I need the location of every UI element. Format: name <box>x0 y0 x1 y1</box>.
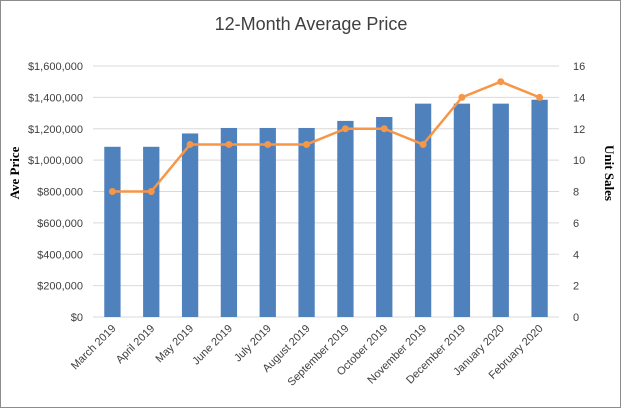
line-point <box>536 93 544 101</box>
line-point <box>108 188 116 195</box>
line-point <box>341 125 349 133</box>
y-tick-label-left: $1,200,000 <box>28 124 83 136</box>
y-tick-label-right: 0 <box>573 312 579 324</box>
right-axis: 0 2 4 6 8 10 12 14 16 <box>573 61 585 324</box>
bar <box>453 103 471 318</box>
chart-title: 12-Month Average Price <box>215 14 408 34</box>
y-tick-label-right: 16 <box>573 61 585 73</box>
line-point <box>497 78 505 86</box>
bar <box>220 127 238 317</box>
y-tick-label-left: $800,000 <box>37 187 83 199</box>
bar <box>376 116 393 317</box>
y-tick-label-left: $200,000 <box>37 281 83 293</box>
bar <box>181 133 199 317</box>
y-tick-label-right: 12 <box>573 124 585 136</box>
left-axis: $0 $200,000 $400,000 $600,000 $800,000 $1,000… <box>28 61 83 324</box>
y-tick-label-right: 6 <box>573 218 579 230</box>
y-tick-label-right: 4 <box>573 249 579 261</box>
bar <box>414 103 432 318</box>
line-series <box>108 78 544 195</box>
y-tick-label-left: $600,000 <box>37 218 83 230</box>
bar <box>298 127 315 317</box>
y-tick-label-left: $1,600,000 <box>28 61 83 73</box>
bar <box>337 120 354 317</box>
y-axis-title-right: Unit Sales <box>602 145 617 201</box>
line-point <box>147 188 155 195</box>
y-tick-label-right: 8 <box>573 187 579 199</box>
bar <box>143 146 160 317</box>
y-tick-label-left: $0 <box>71 312 83 324</box>
bar <box>259 127 276 317</box>
y-tick-label-right: 10 <box>573 155 585 167</box>
bar-series <box>104 99 548 318</box>
series-line <box>112 80 541 193</box>
bar <box>492 103 509 318</box>
line-point <box>225 140 233 148</box>
y-axis-title-left: Ave Price <box>7 146 22 199</box>
line-point <box>419 140 427 148</box>
y-tick-label-left: $1,000,000 <box>28 155 83 167</box>
bar <box>104 146 121 317</box>
gridlines <box>93 65 559 318</box>
x-tick-label: June 2019 <box>190 323 235 368</box>
line-point <box>186 140 194 148</box>
y-tick-label-left: $1,400,000 <box>28 92 83 104</box>
line-point <box>458 93 466 101</box>
line-point <box>264 140 272 148</box>
y-tick-label-right: 14 <box>573 92 585 104</box>
y-tick-label-left: $400,000 <box>37 249 83 261</box>
x-tick-label: April 2019 <box>114 323 158 367</box>
x-tick-label: March 2019 <box>69 323 119 373</box>
y-tick-label-right: 2 <box>573 281 579 293</box>
line-point <box>380 125 388 133</box>
line-point <box>303 140 311 148</box>
bar <box>531 99 548 318</box>
